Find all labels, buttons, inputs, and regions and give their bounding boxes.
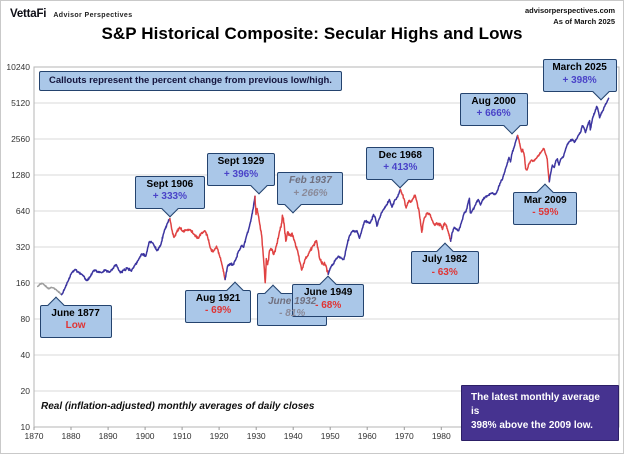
x-axis-label: 1960 bbox=[358, 431, 377, 441]
callout-percent-change: - 68% bbox=[315, 299, 342, 311]
x-axis-label: 1970 bbox=[395, 431, 414, 441]
y-axis-label: 320 bbox=[16, 242, 30, 252]
y-axis-label: 160 bbox=[16, 278, 30, 288]
callout-sept-1929: Sept 1929 + 396% bbox=[207, 153, 275, 195]
x-axis-label: 1930 bbox=[247, 431, 266, 441]
callout-june-1932: June 1932- 81% bbox=[257, 284, 328, 326]
callout-march-2025: March 2025 + 398% bbox=[542, 59, 617, 101]
y-axis-label: 10 bbox=[21, 422, 31, 432]
callout-mar-2009: Mar 2009- 59% bbox=[513, 183, 578, 225]
callout-date: June 1877 bbox=[51, 307, 100, 319]
callout-date: June 1949 bbox=[304, 287, 353, 299]
callout-june-1877: June 1877 Low bbox=[39, 296, 112, 338]
callout-percent-change: - 63% bbox=[431, 266, 458, 278]
price-line-bear-2000-2009 bbox=[516, 134, 551, 183]
callout-aug-1921: Aug 1921- 69% bbox=[185, 281, 252, 323]
price-line-bull-1949-1968 bbox=[327, 188, 402, 276]
price-line-bear-1906-1921 bbox=[169, 217, 226, 281]
x-axis-label: 1940 bbox=[284, 431, 303, 441]
price-line-bull-1982-2000 bbox=[449, 134, 519, 242]
source-block: advisorperspectives.com As of March 2025 bbox=[525, 6, 615, 27]
callout-june-1949: June 1949- 68% bbox=[292, 275, 365, 318]
highlight-line-1: The latest monthly average is bbox=[471, 392, 600, 418]
callout-percent-change: + 413% bbox=[383, 162, 418, 173]
callout-feb-1937: Feb 1937 + 266% bbox=[277, 172, 344, 214]
callout-sept-1906: Sept 1906 + 333% bbox=[134, 175, 205, 218]
x-axis-label: 1950 bbox=[321, 431, 340, 441]
y-axis-label: 5120 bbox=[11, 98, 30, 108]
price-line-bear-1929-1949 bbox=[254, 195, 329, 284]
as-of-date: As of March 2025 bbox=[553, 16, 615, 26]
source-site: advisorperspectives.com bbox=[524, 6, 615, 15]
callout-percent-change: Low bbox=[65, 320, 86, 332]
callout-date: July 1982 bbox=[422, 254, 468, 266]
y-axis-label: 40 bbox=[21, 350, 31, 360]
callout-percent-change: - 59% bbox=[532, 207, 559, 219]
advisor-perspectives-label: Advisor Perspectives bbox=[53, 12, 133, 19]
plot-frame bbox=[33, 66, 620, 428]
callout-percent-change: + 333% bbox=[152, 191, 187, 203]
x-axis-label: 1980 bbox=[432, 431, 451, 441]
price-line-bull-2009-2025 bbox=[548, 97, 610, 183]
x-axis-label: 1900 bbox=[136, 431, 155, 441]
page-title: S&P Historical Composite: Secular Highs … bbox=[101, 24, 523, 43]
callout-percent-change: - 81% bbox=[279, 308, 306, 320]
price-line-pre-1877 bbox=[36, 282, 63, 296]
callout-date: Dec 1968 bbox=[378, 149, 422, 161]
x-axis-label: 1920 bbox=[210, 431, 229, 441]
callout-date: Aug 1921 bbox=[195, 292, 241, 304]
callout-date: Mar 2009 bbox=[523, 194, 567, 206]
price-line-bear-1968-1982 bbox=[399, 188, 452, 242]
y-axis-label: 1280 bbox=[11, 170, 30, 180]
callout-percent-change: + 396% bbox=[223, 168, 259, 180]
x-axis-label: 1910 bbox=[173, 431, 192, 441]
vettafi-logo: VettaFi bbox=[10, 8, 47, 20]
latest-average-highlight: The latest monthly average is 398% above… bbox=[461, 385, 619, 441]
price-line-bull-1921-1929 bbox=[224, 195, 256, 281]
callout-date: Sept 1906 bbox=[146, 178, 194, 190]
x-axis-label: 1890 bbox=[99, 431, 118, 441]
callout-legend-note: Callouts represent the percent change fr… bbox=[39, 71, 342, 91]
callout-date: Sept 1929 bbox=[217, 156, 265, 168]
callout-date: Aug 2000 bbox=[471, 95, 516, 107]
callout-date: March 2025 bbox=[552, 62, 607, 74]
price-line-bull-1877-1906 bbox=[60, 217, 171, 296]
callout-date: Feb 1937 bbox=[288, 175, 332, 187]
y-axis-label: 640 bbox=[16, 206, 30, 216]
brand-block: VettaFi Advisor Perspectives bbox=[10, 8, 133, 20]
callout-aug-2000: Aug 2000 + 666% bbox=[459, 92, 528, 134]
x-axis-label: 1870 bbox=[25, 431, 44, 441]
x-axis-label: 1880 bbox=[62, 431, 81, 441]
highlight-line-2: 398% above the 2009 low. bbox=[471, 420, 593, 432]
callout-date: June 1932 bbox=[268, 295, 317, 307]
callout-percent-change: - 69% bbox=[205, 305, 232, 316]
y-axis-label: 2560 bbox=[11, 134, 30, 144]
data-definition-footnote: Real (inflation-adjusted) monthly averag… bbox=[41, 401, 315, 412]
callout-july-1982: July 1982- 63% bbox=[410, 242, 479, 285]
y-axis-label: 20 bbox=[21, 386, 31, 396]
callout-percent-change: + 398% bbox=[562, 74, 597, 86]
y-axis-label: 80 bbox=[21, 314, 31, 324]
callout-dec-1968: Dec 1968 + 413% bbox=[366, 146, 435, 188]
callout-percent-change: + 266% bbox=[293, 187, 328, 199]
y-axis-label: 10240 bbox=[6, 62, 30, 72]
callout-percent-change: + 666% bbox=[476, 108, 511, 119]
